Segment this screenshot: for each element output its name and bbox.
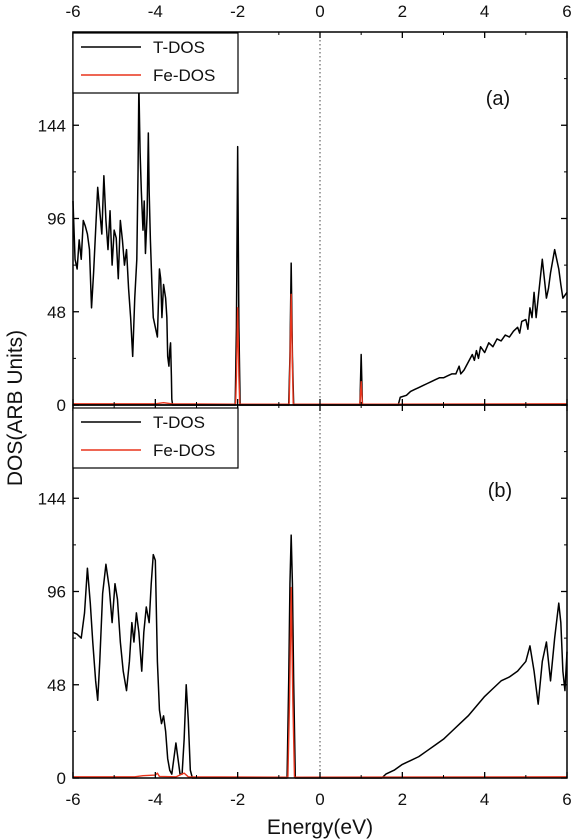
y-tick-label: 0 — [57, 396, 66, 415]
y-tick-label: 144 — [38, 489, 66, 508]
x-tick-label-top: -6 — [65, 2, 80, 21]
y-tick-label: 0 — [57, 769, 66, 788]
y-tick-label: 48 — [47, 676, 66, 695]
legend-label: T-DOS — [153, 38, 205, 57]
legend-box — [72, 32, 239, 94]
x-tick-label: 2 — [398, 790, 407, 809]
x-tick-label: 6 — [562, 790, 571, 809]
series-line-t-dos — [72, 83, 568, 406]
x-tick-label: 0 — [315, 790, 324, 809]
panel-a: -6 -4 -2 0 2 4 6 0 48 96 144 T-DOS Fe-DOS (a) — [38, 2, 572, 415]
series-line-fe-dos — [73, 293, 568, 405]
x-axis-title: Energy(eV) — [267, 816, 373, 839]
panel-label: (a) — [486, 88, 510, 110]
legend-label: T-DOS — [153, 413, 205, 432]
y-axis-title: DOS(ARB Units) — [4, 330, 27, 486]
x-tick-label: -6 — [65, 790, 80, 809]
x-tick-label-top: 4 — [480, 2, 489, 21]
y-tick-label: 96 — [47, 210, 66, 229]
x-tick-label-top: -2 — [230, 2, 245, 21]
x-tick-label-top: 6 — [562, 2, 571, 21]
legend-label: Fe-DOS — [153, 441, 215, 460]
x-tick-label-top: -4 — [148, 2, 163, 21]
x-tick-label: -2 — [230, 790, 245, 809]
y-tick-label: 48 — [47, 303, 66, 322]
panel-b: -6 -4 -2 0 2 4 6 0 48 96 144 T-DOS Fe-DOS (b) — [38, 404, 572, 809]
y-tick-label: 96 — [47, 583, 66, 602]
legend-box — [72, 407, 239, 469]
x-tick-label: 4 — [480, 790, 489, 809]
series-line-fe-dos — [73, 586, 568, 778]
x-tick-label-top: 0 — [315, 2, 324, 21]
x-tick-label-top: 2 — [398, 2, 407, 21]
y-tick-label: 144 — [38, 116, 66, 135]
x-tick-label: -4 — [148, 790, 163, 809]
legend-label: Fe-DOS — [153, 66, 215, 85]
panel-label: (b) — [488, 480, 512, 502]
